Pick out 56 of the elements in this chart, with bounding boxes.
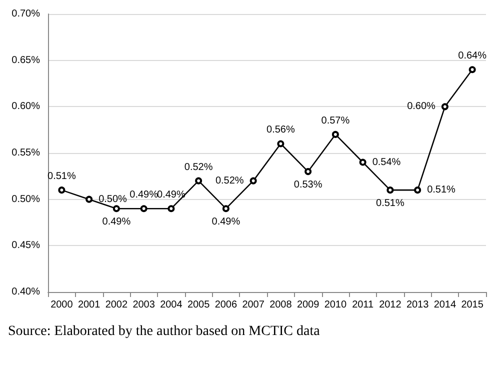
data-label: 0.51% xyxy=(48,171,76,182)
source-note: Source: Elaborated by the author based on MCTIC data xyxy=(8,324,321,340)
data-label: 0.51% xyxy=(376,198,404,210)
x-tick-label: 2014 xyxy=(434,300,456,310)
point xyxy=(195,177,202,184)
data-label: 0.60% xyxy=(407,101,436,112)
point xyxy=(332,130,339,138)
data-label: 0.49% xyxy=(212,216,240,228)
point xyxy=(168,205,175,212)
data-label: 0.49% xyxy=(130,190,158,201)
point xyxy=(86,196,93,203)
x-tick-label: 2002 xyxy=(105,300,128,310)
point xyxy=(250,177,257,184)
point xyxy=(222,205,230,212)
y-tick-label: 0.55% xyxy=(12,148,40,158)
y-tick-label: 0.50% xyxy=(12,194,40,205)
x-tick-label: 2007 xyxy=(242,300,265,310)
x-tick-label: 2005 xyxy=(187,300,210,310)
y-tick-label: 0.65% xyxy=(12,54,40,66)
point xyxy=(468,66,476,74)
data-label: 0.51% xyxy=(427,184,456,196)
x-tick-label: 2009 xyxy=(296,300,320,310)
x-tick-label: 2001 xyxy=(78,300,101,310)
y-tick-label: 0.40% xyxy=(12,286,40,298)
data-label: 0.49% xyxy=(102,216,131,228)
point xyxy=(441,103,448,110)
data-label: 0.57% xyxy=(321,115,350,126)
point xyxy=(112,205,120,212)
x-tick-label: 2010 xyxy=(324,300,347,310)
y-tick-label: 0.60% xyxy=(12,101,40,112)
point xyxy=(386,186,394,194)
data-label: 0.50% xyxy=(98,194,128,205)
x-tick-label: 2012 xyxy=(379,300,402,310)
data-label: 0.53% xyxy=(294,180,322,191)
point xyxy=(58,186,66,194)
x-tick-label: 2003 xyxy=(132,300,156,310)
point xyxy=(140,205,148,212)
x-tick-label: 2015 xyxy=(461,300,484,310)
x-tick-label: 2006 xyxy=(214,300,238,310)
x-tick-label: 2008 xyxy=(270,300,292,310)
point xyxy=(414,186,422,194)
x-tick-label: 2011 xyxy=(352,300,374,310)
x-tick-label: 2013 xyxy=(406,300,430,310)
data-label: 0.56% xyxy=(266,124,295,136)
data-label: 0.52% xyxy=(215,175,244,186)
x-tick-label: 2000 xyxy=(50,300,74,310)
data-label: 0.54% xyxy=(372,156,401,168)
data-label: 0.52% xyxy=(184,162,213,173)
point xyxy=(359,158,366,166)
y-tick-label: 0.45% xyxy=(12,240,40,252)
point xyxy=(277,140,284,148)
y-tick-label: 0.70% xyxy=(12,8,40,20)
data-label: 0.49% xyxy=(157,190,186,201)
point xyxy=(304,168,312,176)
data-label: 0.64% xyxy=(458,50,487,62)
x-tick-label: 2004 xyxy=(160,300,183,310)
